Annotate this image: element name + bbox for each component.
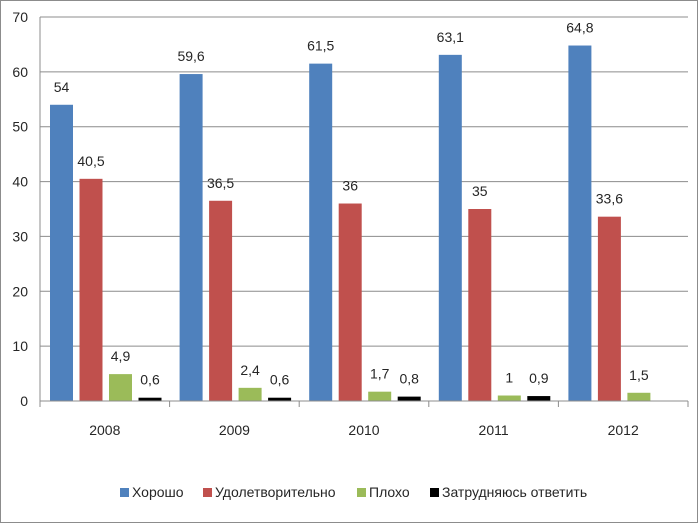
data-label: 0,9 bbox=[529, 370, 549, 386]
data-label: 36 bbox=[342, 178, 358, 194]
bars bbox=[50, 45, 651, 402]
legend-label: Хорошо bbox=[132, 484, 184, 500]
bar bbox=[338, 203, 362, 401]
bar bbox=[368, 391, 392, 401]
data-label: 59,6 bbox=[177, 48, 204, 64]
data-label: 1,5 bbox=[629, 367, 649, 383]
bar bbox=[627, 392, 651, 401]
bar bbox=[468, 209, 492, 401]
legend-swatch bbox=[203, 488, 212, 497]
data-label: 1,7 bbox=[370, 366, 390, 382]
bar bbox=[179, 74, 203, 402]
legend-swatch bbox=[357, 488, 366, 497]
bar bbox=[397, 396, 421, 401]
y-tick-label: 20 bbox=[12, 283, 28, 299]
y-tick-label: 10 bbox=[12, 338, 28, 354]
bar bbox=[497, 395, 521, 401]
legend-label: Удолетворительно bbox=[215, 484, 336, 500]
y-axis: 0 10 20 30 40 50 60 70 bbox=[12, 9, 41, 409]
bar bbox=[568, 45, 592, 401]
data-label: 61,5 bbox=[307, 38, 334, 54]
x-tick-label: 2008 bbox=[89, 422, 120, 438]
y-tick-label: 70 bbox=[12, 9, 28, 25]
data-label: 33,6 bbox=[596, 191, 623, 207]
data-label: 1 bbox=[505, 370, 513, 386]
bar bbox=[238, 387, 262, 401]
x-tick-label: 2009 bbox=[219, 422, 250, 438]
x-tick-label: 2011 bbox=[479, 422, 509, 438]
y-tick-label: 40 bbox=[12, 174, 28, 190]
x-tick-label: 2010 bbox=[348, 422, 379, 438]
x-axis: 2008 2009 2010 2011 2012 bbox=[39, 400, 689, 438]
x-tick-label: 2012 bbox=[608, 422, 639, 438]
y-tick-label: 60 bbox=[12, 64, 28, 80]
data-label: 63,1 bbox=[437, 29, 464, 45]
legend-swatch bbox=[430, 488, 439, 497]
bar bbox=[209, 200, 233, 401]
y-tick-label: 0 bbox=[20, 393, 28, 409]
legend: Хорошо Удолетворительно Плохо Затрудняюсь о… bbox=[120, 484, 587, 500]
legend-swatch bbox=[120, 488, 129, 497]
data-labels: 54 40,5 4,9 0,6 59,6 36,5 2,4 0,6 61,5 36 1,7 0,8 63… bbox=[54, 20, 649, 388]
data-label: 2,4 bbox=[240, 362, 260, 378]
y-tick-label: 30 bbox=[12, 228, 28, 244]
data-label: 64,8 bbox=[566, 20, 593, 36]
bar bbox=[527, 396, 551, 401]
data-label: 36,5 bbox=[207, 175, 234, 191]
bar bbox=[309, 63, 333, 401]
bar bbox=[268, 397, 292, 401]
bar bbox=[50, 104, 73, 402]
bar bbox=[79, 178, 103, 401]
data-label: 0,6 bbox=[270, 372, 290, 388]
legend-label: Плохо bbox=[369, 484, 410, 500]
bar bbox=[597, 216, 621, 401]
data-label: 0,6 bbox=[140, 372, 160, 388]
y-tick-label: 50 bbox=[12, 119, 28, 135]
bar bbox=[438, 54, 462, 401]
data-label: 4,9 bbox=[111, 348, 131, 364]
data-label: 40,5 bbox=[77, 153, 104, 169]
data-label: 35 bbox=[472, 183, 488, 199]
legend-label: Затрудняюсь ответить bbox=[442, 484, 587, 500]
bar bbox=[138, 397, 162, 401]
data-label: 54 bbox=[54, 79, 70, 95]
bar bbox=[109, 374, 132, 401]
data-label: 0,8 bbox=[399, 371, 419, 387]
